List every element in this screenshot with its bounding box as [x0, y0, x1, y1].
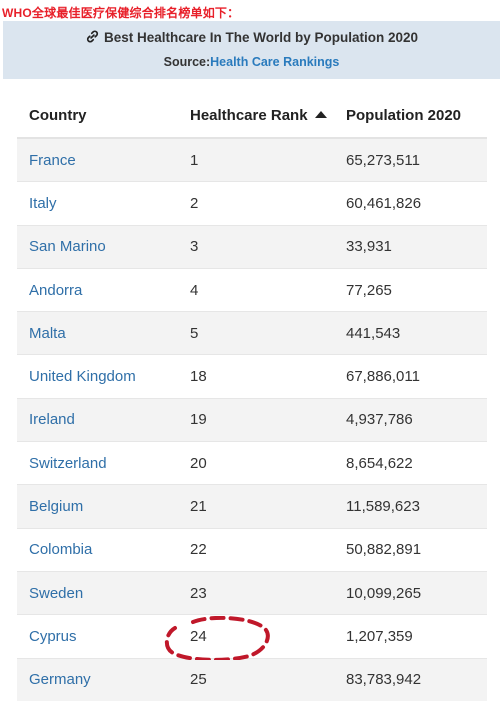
rank-cell: 22 [178, 527, 334, 572]
rank-cell: 5 [178, 311, 334, 355]
table-row: Cyprus 24 1,207,359 [17, 614, 487, 659]
country-cell: Switzerland [17, 441, 178, 485]
population-cell: 1,207,359 [334, 614, 487, 659]
country-link[interactable]: Sweden [29, 584, 84, 602]
country-cell: France [17, 137, 178, 182]
population-cell: 4,937,786 [334, 397, 487, 442]
table-row: Malta 5 441,543 [17, 311, 487, 355]
table-row: Belgium 21 11,589,623 [17, 484, 487, 529]
rank-cell: 4 [178, 267, 334, 312]
table-row: Germany 25 83,783,942 [17, 657, 487, 701]
population-cell: 83,783,942 [334, 657, 487, 701]
country-cell: San Marino [17, 224, 178, 269]
population-cell: 33,931 [334, 224, 487, 269]
table-title: Best Healthcare In The World by Populati… [3, 29, 500, 47]
table-header-row: Country Healthcare Rank Population 2020 [17, 93, 487, 139]
rank-cell: 25 [178, 657, 334, 701]
population-cell: 77,265 [334, 267, 487, 312]
population-cell: 60,461,826 [334, 181, 487, 226]
population-cell: 441,543 [334, 311, 487, 355]
rank-cell: 21 [178, 484, 334, 529]
rank-cell: 18 [178, 354, 334, 399]
country-cell: Italy [17, 181, 178, 226]
country-link[interactable]: Andorra [29, 281, 83, 299]
country-link[interactable]: Italy [29, 194, 57, 212]
rank-cell: 23 [178, 570, 334, 615]
rank-cell: 2 [178, 181, 334, 226]
country-cell: United Kingdom [17, 354, 178, 399]
country-link[interactable]: Malta [29, 324, 66, 342]
source-link[interactable]: Health Care Rankings [210, 55, 340, 69]
population-cell: 8,654,622 [334, 441, 487, 485]
country-link[interactable]: United Kingdom [29, 368, 136, 386]
sort-up-arrow-icon[interactable] [314, 110, 327, 118]
country-link[interactable]: Switzerland [29, 454, 107, 472]
country-cell: Malta [17, 311, 178, 355]
table-title-text: Best Healthcare In The World by Populati… [103, 30, 419, 45]
column-header-rank[interactable]: Healthcare Rank [178, 93, 334, 139]
page-caption: WHO全球最佳医疗保健综合排名榜单如下： [2, 6, 240, 20]
country-link[interactable]: France [29, 151, 76, 169]
table-row: Sweden 23 10,099,265 [17, 570, 487, 615]
table-row: Switzerland 20 8,654,622 [17, 441, 487, 485]
country-link[interactable]: Belgium [29, 498, 84, 516]
table-row: France 1 65,273,511 [17, 137, 487, 182]
country-link[interactable]: Germany [29, 671, 91, 689]
population-cell: 11,589,623 [334, 484, 487, 529]
table-row: San Marino 3 33,931 [17, 224, 487, 269]
table-row: Colombia 22 50,882,891 [17, 527, 487, 572]
population-cell: 65,273,511 [334, 137, 487, 182]
country-cell: Sweden [17, 570, 178, 615]
country-link[interactable]: Cyprus [29, 627, 77, 645]
table-row: Italy 2 60,461,826 [17, 181, 487, 226]
country-cell: Belgium [17, 484, 178, 529]
population-cell: 10,099,265 [334, 570, 487, 615]
link-icon [85, 29, 100, 47]
rank-cell: 19 [178, 397, 334, 442]
rank-cell: 3 [178, 224, 334, 269]
country-cell: Andorra [17, 267, 178, 312]
healthcare-rank-table: Country Healthcare Rank Population 2020 … [17, 93, 487, 701]
country-cell: Germany [17, 657, 178, 701]
table-row: United Kingdom 18 67,886,011 [17, 354, 487, 399]
source-prefix: Source: [163, 55, 211, 69]
country-link[interactable]: San Marino [29, 238, 106, 256]
country-cell: Colombia [17, 527, 178, 572]
rank-cell: 24 [178, 614, 334, 659]
source-line: Source:Health Care Rankings [3, 55, 500, 69]
country-link[interactable]: Ireland [29, 411, 75, 429]
table-body: France 1 65,273,511 Italy 2 60,461,826 San Mar… [17, 137, 487, 701]
column-header-country[interactable]: Country [17, 93, 178, 139]
country-cell: Cyprus [17, 614, 178, 659]
table-header-panel: Best Healthcare In The World by Populati… [3, 21, 500, 79]
column-header-population[interactable]: Population 2020 [334, 93, 487, 139]
rank-cell: 20 [178, 441, 334, 485]
country-cell: Ireland [17, 397, 178, 442]
table-row: Andorra 4 77,265 [17, 267, 487, 312]
rank-cell: 1 [178, 137, 334, 182]
population-cell: 67,886,011 [334, 354, 487, 399]
country-link[interactable]: Colombia [29, 541, 93, 559]
table-row: Ireland 19 4,937,786 [17, 397, 487, 442]
population-cell: 50,882,891 [334, 527, 487, 572]
